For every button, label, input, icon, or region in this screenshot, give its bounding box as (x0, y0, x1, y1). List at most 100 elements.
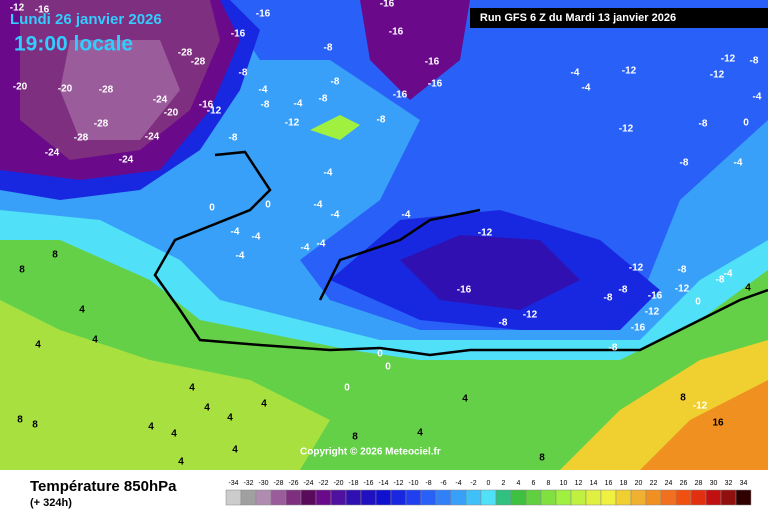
legend-tick-label: 0 (487, 480, 491, 487)
legend-tick-label: -18 (348, 480, 358, 487)
temp-label: 4 (189, 383, 195, 394)
temp-label: -20 (58, 84, 73, 95)
legend-tick-label: -12 (393, 480, 403, 487)
temp-label: -16 (389, 27, 404, 38)
legend-tick-label: -10 (408, 480, 418, 487)
temp-label: -12 (523, 310, 538, 321)
legend-tick-label: 20 (635, 480, 643, 487)
temp-label: 4 (79, 305, 85, 316)
temp-label: -8 (716, 275, 725, 286)
legend-swatch (555, 489, 572, 506)
legend-tick-label: 16 (605, 480, 613, 487)
temp-label: 4 (227, 413, 233, 424)
temp-label: -4 (252, 232, 261, 243)
temp-label: -4 (331, 210, 340, 221)
legend-swatch (300, 489, 317, 506)
temp-label: -4 (294, 99, 303, 110)
legend-swatch (705, 489, 722, 506)
legend-swatch (615, 489, 632, 506)
legend-tick-label: -20 (333, 480, 343, 487)
temp-label: 8 (680, 393, 686, 404)
legend-swatch (600, 489, 617, 506)
legend-tick-label: -30 (258, 480, 268, 487)
temp-label: -28 (74, 133, 89, 144)
legend-swatch (225, 489, 242, 506)
temp-label: -4 (582, 83, 591, 94)
legend-tick-label: 28 (695, 480, 703, 487)
legend-swatch (660, 489, 677, 506)
temp-label: -16 (648, 291, 663, 302)
temp-label: -8 (680, 158, 689, 169)
temp-label: -16 (231, 29, 246, 40)
legend-tick-label: 32 (725, 480, 733, 487)
temp-label: -12 (629, 263, 644, 274)
temp-label: 16 (712, 418, 724, 429)
temp-label: 4 (261, 399, 267, 410)
temp-label: -8 (619, 285, 628, 296)
temp-label: 4 (417, 428, 423, 439)
temp-label: -12 (619, 124, 634, 135)
temp-label: -8 (604, 293, 613, 304)
temp-label: -12 (675, 284, 690, 295)
legend-tick-label: -28 (273, 480, 283, 487)
temp-label: -4 (402, 210, 411, 221)
legend-swatch (585, 489, 602, 506)
legend-swatch (405, 489, 422, 506)
temp-label: -4 (753, 92, 762, 103)
temp-label: -8 (609, 343, 618, 354)
temp-label: -4 (231, 227, 240, 238)
temp-label: -4 (259, 85, 268, 96)
temp-label: -28 (178, 48, 193, 59)
temp-label: -4 (734, 158, 743, 169)
temp-label: -28 (94, 119, 109, 130)
temp-label: 0 (377, 349, 383, 360)
temp-label: -12 (207, 106, 222, 117)
legend-swatch (360, 489, 377, 506)
temp-label: 4 (178, 457, 184, 468)
temp-label: -8 (499, 318, 508, 329)
temp-label: -8 (239, 68, 248, 79)
legend-swatch (540, 489, 557, 506)
legend-swatch (630, 489, 647, 506)
temp-label: 0 (265, 200, 271, 211)
temp-label: -16 (425, 57, 440, 68)
legend-tick-label: 26 (680, 480, 688, 487)
temp-label: -16 (256, 9, 271, 20)
legend-tick-label: 2 (502, 480, 506, 487)
temp-label: -4 (324, 168, 333, 179)
legend-tick-label: -6 (440, 480, 446, 487)
temp-label: -8 (377, 115, 386, 126)
temp-label: 8 (352, 432, 358, 443)
temp-label: 4 (171, 429, 177, 440)
legend-tick-label: -34 (228, 480, 238, 487)
legend-swatch (570, 489, 587, 506)
temp-label: -4 (301, 243, 310, 254)
temp-label: -24 (153, 95, 168, 106)
legend-swatch (435, 489, 452, 506)
legend-swatch (270, 489, 287, 506)
temp-label: 0 (695, 297, 701, 308)
temp-label: -8 (261, 100, 270, 111)
temp-label: 0 (385, 362, 391, 373)
temp-label: -16 (393, 90, 408, 101)
legend-swatch (285, 489, 302, 506)
temp-label: 8 (17, 415, 23, 426)
temp-label: -8 (229, 133, 238, 144)
run: Run GFS 6 Z du Mardi 13 janvier 2026 (480, 12, 676, 24)
temp-label: 4 (745, 283, 751, 294)
legend-tick-label: 34 (740, 480, 748, 487)
temp-label: -12 (478, 228, 493, 239)
temp-label: -24 (119, 155, 134, 166)
temp-label: -16 (457, 285, 472, 296)
legend-tick-label: 6 (532, 480, 536, 487)
temp-label: 8 (539, 453, 545, 464)
legend-tick-label: 14 (590, 480, 598, 487)
legend-tick-label: 18 (620, 480, 628, 487)
legend-tick-label: 10 (560, 480, 568, 487)
temp-label: -4 (724, 269, 733, 280)
legend: -34 -32 -30 -28 -26 -24 -22 -20 -18 -16 -14 -12 -10-… (225, 480, 752, 506)
legend-tick-label: 12 (575, 480, 583, 487)
date: Lundi 26 janvier 2026 (10, 11, 162, 28)
legend-tick-label: -26 (288, 480, 298, 487)
